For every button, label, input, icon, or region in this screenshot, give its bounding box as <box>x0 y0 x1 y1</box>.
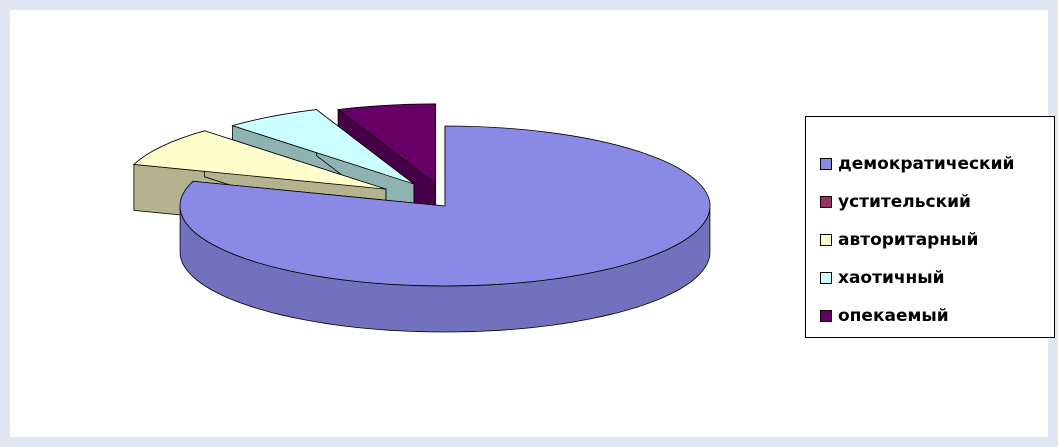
legend-swatch <box>820 196 832 208</box>
pie-slice-top <box>337 103 437 185</box>
legend-swatch <box>820 158 832 170</box>
chart-legend: демократический устительский авторитарны… <box>805 116 1055 338</box>
legend-item-guarded: опекаемый <box>806 297 1054 335</box>
legend-label: хаотичный <box>838 268 945 288</box>
pie-chart <box>132 103 711 333</box>
pie-slice <box>179 125 711 333</box>
legend-item-chaotic: хаотичный <box>806 259 1054 297</box>
legend-label: авторитарный <box>838 230 979 250</box>
legend-item-authoritarian: авторитарный <box>806 221 1054 259</box>
legend-swatch <box>820 234 832 246</box>
legend-item-democratic: демократический <box>806 145 1054 183</box>
legend-swatch <box>820 310 832 322</box>
legend-label: демократический <box>838 154 1015 174</box>
legend-item-ustitelskiy: устительский <box>806 183 1054 221</box>
pie-slice-top <box>132 130 387 190</box>
chart-frame: демократический устительский авторитарны… <box>10 10 1055 437</box>
legend-label: опекаемый <box>838 306 949 326</box>
legend-label: устительский <box>838 192 971 212</box>
legend-swatch <box>820 272 832 284</box>
pie-slice-top <box>231 109 415 185</box>
pie-slice-top <box>179 125 711 287</box>
